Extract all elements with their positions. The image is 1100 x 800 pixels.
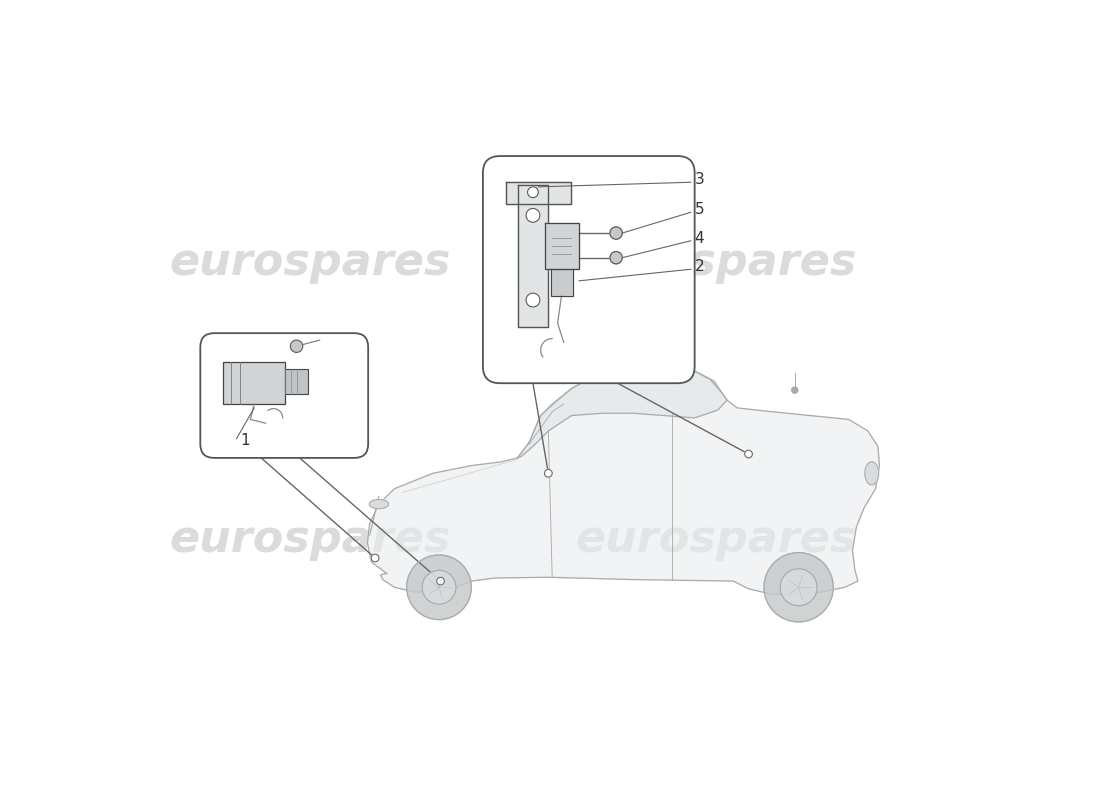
Polygon shape bbox=[544, 223, 580, 270]
Circle shape bbox=[780, 569, 817, 606]
Ellipse shape bbox=[865, 462, 879, 485]
Circle shape bbox=[407, 555, 472, 619]
Polygon shape bbox=[367, 364, 880, 595]
Ellipse shape bbox=[370, 499, 388, 509]
Text: eurospares: eurospares bbox=[169, 518, 450, 561]
Bar bbox=[285, 370, 308, 394]
Bar bbox=[223, 362, 285, 404]
Text: eurospares: eurospares bbox=[169, 241, 450, 284]
Circle shape bbox=[528, 187, 538, 198]
Circle shape bbox=[792, 387, 798, 394]
Text: 1: 1 bbox=[241, 434, 250, 449]
Circle shape bbox=[437, 578, 444, 585]
Text: eurospares: eurospares bbox=[575, 241, 857, 284]
Polygon shape bbox=[551, 270, 573, 296]
Text: 5: 5 bbox=[695, 202, 704, 218]
Text: eurospares: eurospares bbox=[575, 518, 857, 561]
Text: 2: 2 bbox=[695, 259, 704, 274]
Polygon shape bbox=[506, 182, 572, 204]
Circle shape bbox=[290, 340, 303, 353]
Circle shape bbox=[609, 227, 623, 239]
Circle shape bbox=[745, 450, 752, 458]
Polygon shape bbox=[517, 185, 548, 327]
Circle shape bbox=[526, 209, 540, 222]
Circle shape bbox=[609, 251, 623, 264]
Circle shape bbox=[422, 570, 455, 604]
Text: 4: 4 bbox=[695, 231, 704, 246]
Circle shape bbox=[763, 553, 834, 622]
FancyBboxPatch shape bbox=[200, 333, 368, 458]
Circle shape bbox=[372, 554, 378, 562]
Text: 3: 3 bbox=[695, 172, 704, 186]
Polygon shape bbox=[517, 364, 727, 458]
Circle shape bbox=[526, 293, 540, 307]
FancyBboxPatch shape bbox=[483, 156, 695, 383]
Circle shape bbox=[544, 470, 552, 477]
